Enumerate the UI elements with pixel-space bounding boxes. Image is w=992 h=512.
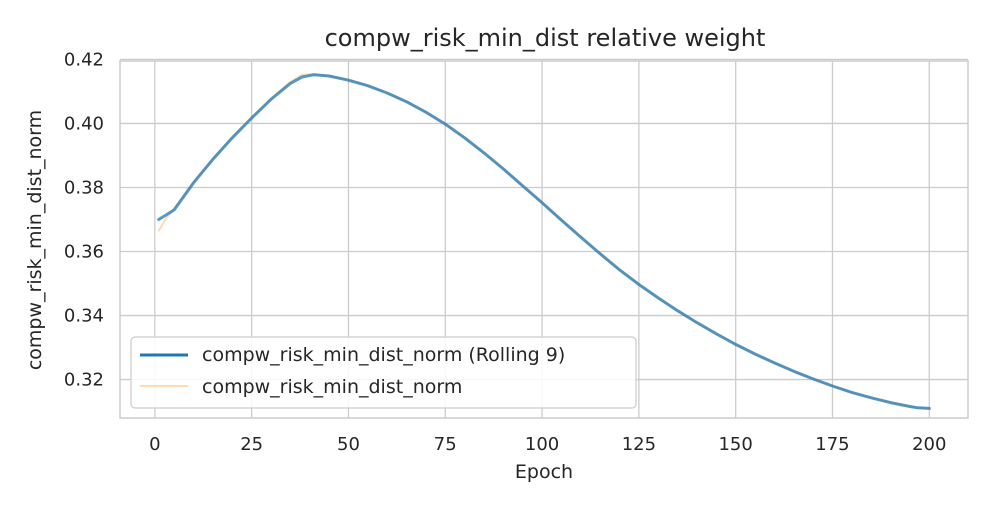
legend-box bbox=[130, 336, 637, 409]
chart-title: compw_risk_min_dist relative weight bbox=[325, 24, 766, 52]
y-tick-label: 0.32 bbox=[64, 370, 104, 391]
x-tick-label: 200 bbox=[912, 434, 946, 455]
y-tick-label: 0.40 bbox=[64, 113, 104, 134]
x-tick-label: 25 bbox=[240, 434, 263, 455]
x-tick-labels: 0 25 50 75 100 125 150 175 200 bbox=[149, 434, 946, 455]
x-tick-label: 75 bbox=[434, 434, 457, 455]
x-axis-label: Epoch bbox=[515, 461, 573, 483]
legend-label-raw: compw_risk_min_dist_norm bbox=[202, 376, 462, 398]
x-tick-label: 50 bbox=[337, 434, 360, 455]
series-line-rolling bbox=[157, 73, 931, 410]
y-axis-label: compw_risk_min_dist_norm bbox=[24, 110, 46, 370]
grid bbox=[120, 58, 968, 418]
x-tick-label: 150 bbox=[718, 434, 752, 455]
y-tick-label: 0.38 bbox=[64, 177, 104, 198]
x-tick-label: 175 bbox=[815, 434, 849, 455]
y-tick-label: 0.36 bbox=[64, 242, 104, 263]
legend: compw_risk_min_dist_norm (Rolling 9) com… bbox=[130, 336, 637, 409]
legend-label-rolling: compw_risk_min_dist_norm (Rolling 9) bbox=[202, 344, 565, 366]
x-tick-label: 100 bbox=[525, 434, 559, 455]
y-tick-label: 0.34 bbox=[64, 306, 104, 327]
plot-frame bbox=[119, 60, 969, 419]
y-tick-labels: 0.32 0.34 0.36 0.38 0.40 0.42 bbox=[64, 49, 104, 390]
x-tick-label: 0 bbox=[149, 434, 160, 455]
x-tick-label: 125 bbox=[622, 434, 656, 455]
series-lines bbox=[157, 73, 931, 410]
y-tick-label: 0.42 bbox=[64, 49, 104, 70]
